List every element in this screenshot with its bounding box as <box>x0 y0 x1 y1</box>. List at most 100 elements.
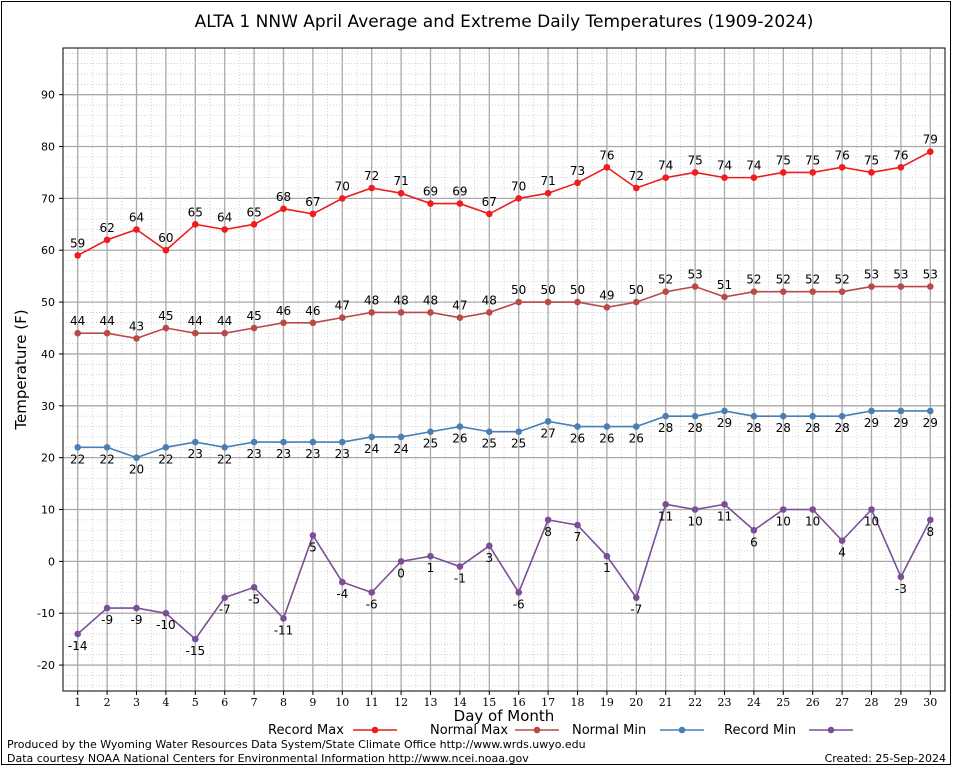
data-label: 72 <box>364 169 379 183</box>
data-point <box>74 630 81 638</box>
data-point <box>574 521 581 529</box>
data-point <box>456 200 464 207</box>
data-label: 52 <box>834 273 849 287</box>
x-tick-label: 10 <box>335 696 349 709</box>
data-point <box>809 412 816 420</box>
data-label: 4 <box>838 546 846 560</box>
data-label: 28 <box>834 421 849 435</box>
data-label: 53 <box>864 268 879 282</box>
data-label: 1 <box>427 561 435 575</box>
x-tick-label: 6 <box>221 696 228 709</box>
data-point <box>662 501 669 508</box>
data-label: 46 <box>276 304 291 318</box>
data-point <box>780 288 787 296</box>
y-axis-label: Temperature (F) <box>12 309 30 430</box>
data-label: 62 <box>99 221 114 235</box>
data-point <box>397 558 405 565</box>
data-point <box>662 174 669 181</box>
data-point <box>309 532 317 539</box>
data-label: 23 <box>305 447 320 461</box>
data-point <box>280 438 287 446</box>
data-label: 28 <box>776 421 791 435</box>
data-point <box>339 195 346 202</box>
legend: Record Max Normal Max Normal Min Record Min <box>268 723 853 738</box>
legend-label: Normal Min <box>572 723 646 738</box>
data-point <box>368 589 376 596</box>
data-label: -7 <box>219 603 231 617</box>
data-label: 10 <box>776 515 791 529</box>
data-label: 69 <box>423 185 438 199</box>
data-label: 72 <box>629 169 644 183</box>
data-point <box>309 438 317 446</box>
data-point <box>603 423 611 430</box>
data-point <box>515 298 522 306</box>
data-point <box>544 298 552 306</box>
data-point <box>809 288 816 296</box>
legend-label: Record Min <box>724 723 796 738</box>
data-point <box>162 246 170 254</box>
data-point <box>162 609 170 617</box>
data-label: -6 <box>513 597 525 611</box>
data-label: 24 <box>364 442 379 456</box>
x-tick-label: 24 <box>747 696 761 709</box>
data-label: 53 <box>687 268 702 282</box>
data-point <box>633 594 640 601</box>
data-point <box>74 329 81 337</box>
data-point <box>633 298 640 306</box>
x-tick-label: 3 <box>133 696 140 709</box>
data-point <box>192 329 199 337</box>
data-label: 26 <box>452 432 467 446</box>
data-label: 29 <box>717 416 732 430</box>
data-point <box>397 309 405 316</box>
data-point <box>427 552 434 560</box>
x-tick-label: 21 <box>659 696 673 709</box>
data-label: 29 <box>923 416 938 430</box>
data-label: 29 <box>893 416 908 430</box>
data-point <box>250 438 258 446</box>
data-point <box>280 615 287 622</box>
x-tick-label: 14 <box>453 696 467 709</box>
data-label: -6 <box>366 597 378 611</box>
data-label: 68 <box>276 190 291 204</box>
grid <box>63 48 945 691</box>
data-label: 43 <box>129 319 144 333</box>
data-label: 67 <box>305 195 320 209</box>
data-point <box>633 423 640 430</box>
data-point <box>486 309 493 316</box>
data-label: 53 <box>893 268 908 282</box>
data-point <box>809 506 816 513</box>
data-label: 23 <box>276 447 291 461</box>
x-tick-label: 26 <box>806 696 820 709</box>
data-point <box>515 195 522 202</box>
data-label: 71 <box>540 174 555 188</box>
data-label: 75 <box>805 153 820 167</box>
data-point <box>221 443 228 451</box>
data-point <box>691 412 699 420</box>
data-label: 59 <box>70 236 85 250</box>
data-label: 76 <box>599 148 614 162</box>
data-point <box>838 163 846 171</box>
data-label: 75 <box>864 153 879 167</box>
data-point <box>574 423 581 430</box>
y-tick-label: -20 <box>37 659 55 672</box>
data-point <box>574 298 581 306</box>
data-label: 44 <box>99 314 114 328</box>
data-label: 0 <box>397 566 405 580</box>
data-label: 3 <box>485 551 493 565</box>
x-axis-label: Day of Month <box>454 707 555 725</box>
data-label: 67 <box>482 195 497 209</box>
y-tick-label: 50 <box>41 296 55 309</box>
data-point <box>927 516 934 524</box>
data-point <box>133 226 140 233</box>
data-label: 52 <box>746 273 761 287</box>
data-point <box>221 329 228 337</box>
data-label: 25 <box>482 437 497 451</box>
data-label: -11 <box>274 623 294 637</box>
data-label: 50 <box>629 283 644 297</box>
data-label: 75 <box>776 153 791 167</box>
data-label: 6 <box>750 535 758 549</box>
data-label: 8 <box>544 525 552 539</box>
data-label: 76 <box>834 148 849 162</box>
data-point <box>192 438 199 446</box>
data-point <box>221 226 228 233</box>
